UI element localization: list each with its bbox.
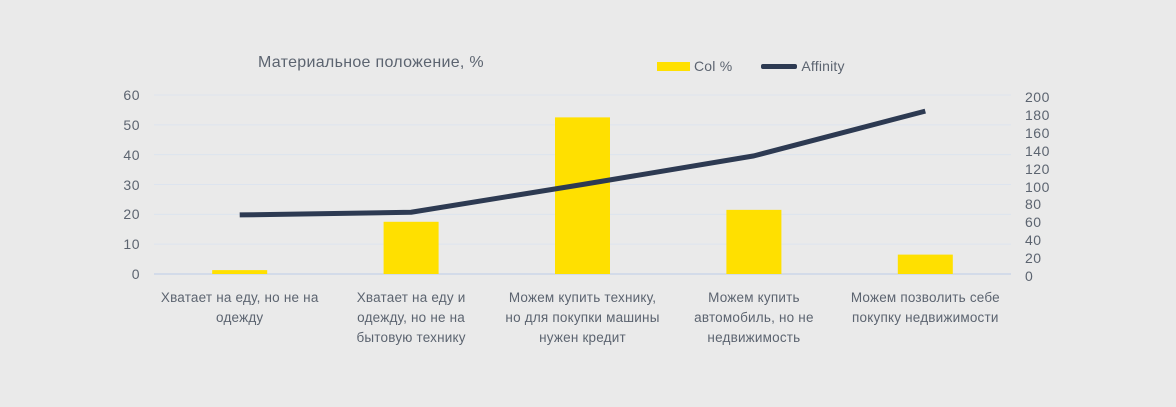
affinity-line[interactable] bbox=[239, 108, 926, 218]
x-axis-label-3: Можем купить технику, но для покупки маш… bbox=[505, 290, 660, 345]
left-axis: 60 50 40 30 20 10 0 bbox=[60, 0, 140, 407]
left-axis-tick: 20 bbox=[123, 206, 140, 223]
left-axis-tick: 10 bbox=[123, 236, 140, 253]
plot-area bbox=[154, 94, 1011, 275]
legend-line-swatch-icon bbox=[761, 63, 798, 69]
bar-col-pct-4[interactable] bbox=[726, 209, 782, 274]
right-axis-tick: 200 bbox=[1025, 89, 1050, 105]
left-axis-tick: 30 bbox=[123, 176, 140, 193]
right-axis-tick: 20 bbox=[1025, 250, 1042, 267]
bar-col-pct-5[interactable] bbox=[897, 254, 953, 274]
bar-col-pct-2[interactable] bbox=[383, 221, 439, 274]
left-axis-tick: 60 bbox=[123, 87, 140, 103]
x-axis-label-5: Можем позволить себе покупку недвижимост… bbox=[850, 290, 1000, 325]
left-axis-tick: 50 bbox=[123, 116, 140, 133]
left-axis-tick: 0 bbox=[131, 266, 140, 282]
right-axis: 200 180 160 140 120 100 80 60 40 20 0 bbox=[1025, 0, 1085, 407]
right-axis-tick: 60 bbox=[1025, 214, 1042, 231]
legend-item-col-[interactable]: Col % bbox=[657, 58, 732, 74]
right-axis-tick: 180 bbox=[1025, 106, 1050, 123]
right-axis-tick: 140 bbox=[1025, 142, 1050, 159]
right-axis-tick: 80 bbox=[1025, 196, 1042, 213]
legend-item-affinity[interactable]: Affinity bbox=[761, 58, 845, 74]
left-axis-tick: 40 bbox=[123, 146, 140, 163]
x-axis-label-2: Хватает на еду и одежду, но не на бытову… bbox=[356, 290, 466, 345]
x-axis-label-4: Можем купить автомобиль, но не недвижимо… bbox=[694, 290, 814, 345]
chart-title: Материальное положение, % bbox=[258, 54, 484, 71]
right-axis-tick: 0 bbox=[1025, 268, 1034, 284]
right-axis-tick: 100 bbox=[1025, 178, 1050, 195]
x-axis-labels: Хватает на еду, но не на одежду Хватает н… bbox=[154, 288, 1011, 348]
right-axis-tick: 160 bbox=[1025, 124, 1050, 141]
legend: Col % Affinity bbox=[657, 58, 845, 74]
legend-label: Col % bbox=[694, 58, 733, 74]
right-axis-tick: 40 bbox=[1025, 232, 1042, 249]
legend-bar-swatch-icon bbox=[657, 61, 690, 71]
x-axis-label-1: Хватает на еду, но не на одежду bbox=[160, 290, 319, 325]
bar-col-pct-3[interactable] bbox=[555, 117, 610, 274]
bar-col-pct-1[interactable] bbox=[212, 270, 268, 274]
right-axis-tick: 120 bbox=[1025, 160, 1050, 177]
legend-label: Affinity bbox=[801, 58, 845, 74]
